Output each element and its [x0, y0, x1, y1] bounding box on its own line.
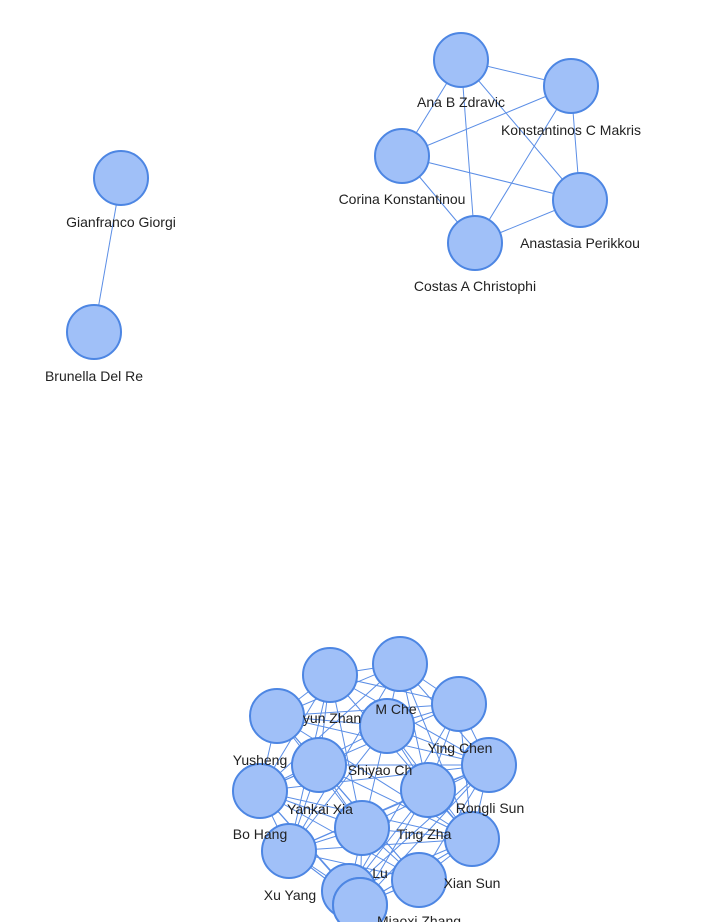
node-label-c10: Bo Hang	[233, 826, 287, 842]
edge-c7-c9	[259, 764, 490, 792]
edge-c2-c9	[259, 663, 401, 792]
node-label-kon: Konstantinos C Makris	[501, 122, 641, 138]
node-c4[interactable]	[249, 688, 305, 744]
node-c5[interactable]	[359, 698, 415, 754]
edge-cor-anas	[401, 155, 581, 201]
node-kon[interactable]	[543, 58, 599, 114]
node-ana[interactable]	[433, 32, 489, 88]
node-c9[interactable]	[232, 763, 288, 819]
node-label-c15: Miaoxi Zhang	[377, 913, 461, 922]
node-label-c11: Ting Zha	[397, 826, 452, 842]
edge-c7-c15	[359, 764, 490, 906]
node-c13[interactable]	[391, 852, 447, 908]
edge-c2-c11	[399, 663, 473, 840]
node-gia[interactable]	[93, 150, 149, 206]
edge-c1-c11	[329, 674, 473, 840]
node-c10[interactable]	[334, 800, 390, 856]
node-label-c6: Yusheng	[233, 752, 288, 768]
edge-c6-c11	[318, 764, 473, 840]
node-bru[interactable]	[66, 304, 122, 360]
node-anas[interactable]	[552, 172, 608, 228]
node-c8[interactable]	[400, 762, 456, 818]
node-label-bru: Brunella Del Re	[45, 368, 143, 384]
edge-ana-cos	[460, 59, 476, 244]
node-label-c12: Lu	[372, 865, 388, 881]
node-c1[interactable]	[302, 647, 358, 703]
node-label-c3: M Che	[375, 701, 416, 717]
node-label-c7: Shiyao Ch	[348, 762, 413, 778]
node-label-c9: Yankai Xia	[287, 801, 353, 817]
node-c12[interactable]	[261, 823, 317, 879]
node-label-c4: yun Zhan	[303, 710, 361, 726]
node-label-c5: Ying Chen	[428, 740, 493, 756]
edge-kon-cos	[474, 85, 572, 244]
node-cos[interactable]	[447, 215, 503, 271]
nodes-layer: Ana B Zdravic Konstantinos C Makris Corina…	[45, 32, 641, 922]
node-cor[interactable]	[374, 128, 430, 184]
node-label-c8: Rongli Sun	[456, 800, 525, 816]
node-c2[interactable]	[372, 636, 428, 692]
node-c7[interactable]	[461, 737, 517, 793]
node-label-c13: Xu Yang	[264, 887, 316, 903]
node-c11[interactable]	[444, 811, 500, 867]
node-label-c14: Xian Sun	[444, 875, 501, 891]
node-label-cor: Corina Konstantinou	[339, 191, 466, 207]
edge-kon-cor	[401, 85, 572, 157]
edge-ana-anas	[460, 59, 581, 201]
node-label-ana: Ana B Zdravic	[417, 94, 505, 110]
node-label-gia: Gianfranco Giorgi	[66, 214, 176, 230]
node-c3[interactable]	[431, 676, 487, 732]
node-label-cos: Costas A Christophi	[414, 278, 536, 294]
node-c16[interactable]	[332, 877, 388, 922]
node-label-anas: Anastasia Perikkou	[520, 235, 640, 251]
node-c6[interactable]	[291, 737, 347, 793]
